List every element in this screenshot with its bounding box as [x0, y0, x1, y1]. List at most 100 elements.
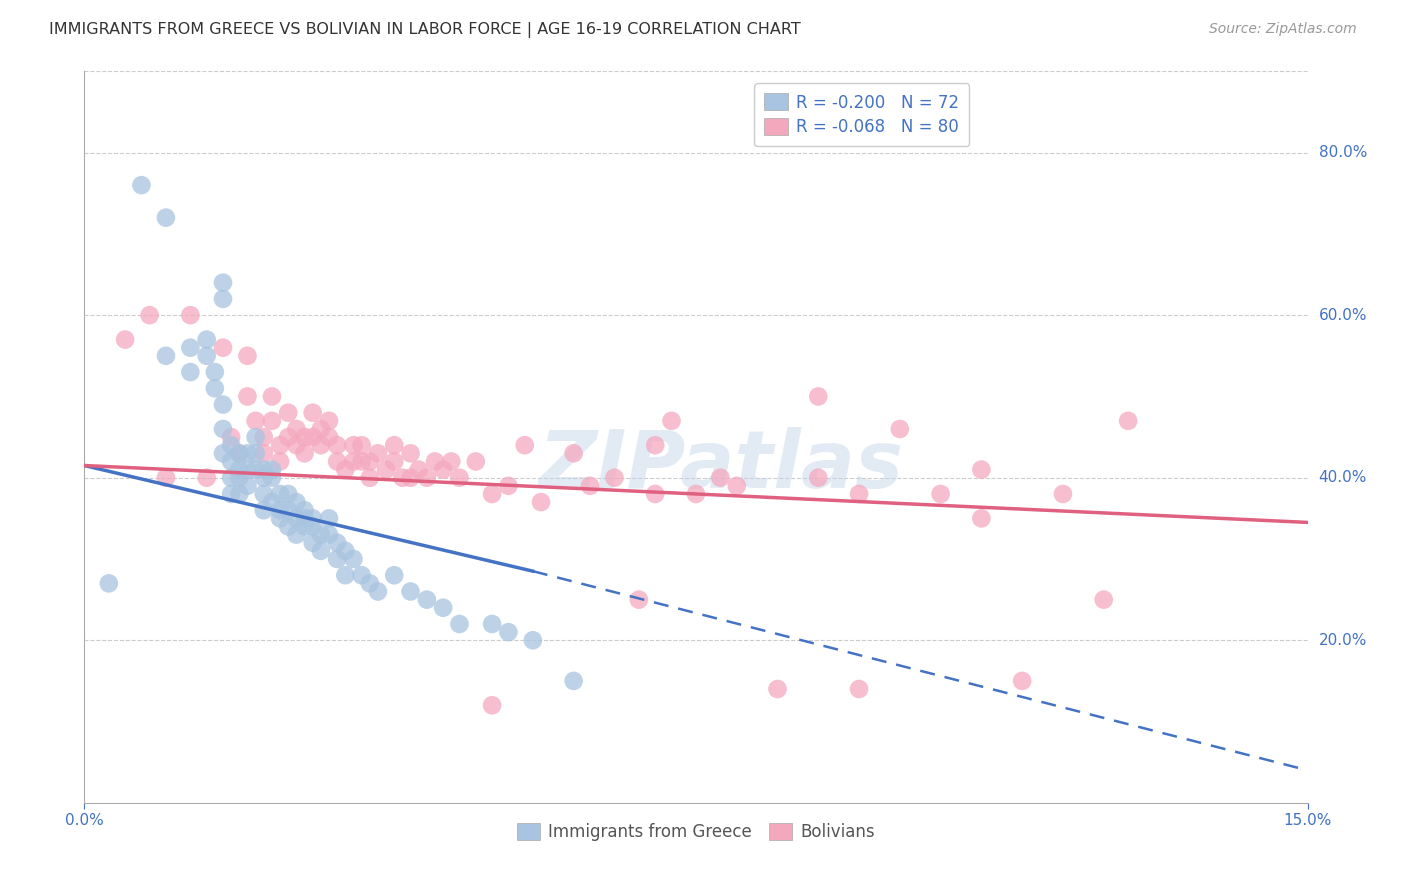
Point [579, 479, 602, 493]
Point [260, 414, 283, 428]
Point [335, 568, 357, 582]
Point [228, 487, 250, 501]
Legend: Immigrants from Greece, Bolivians: Immigrants from Greece, Bolivians [509, 814, 883, 849]
Text: IMMIGRANTS FROM GREECE VS BOLIVIAN IN LABOR FORCE | AGE 16-19 CORRELATION CHART: IMMIGRANTS FROM GREECE VS BOLIVIAN IN LA… [49, 22, 801, 38]
Point [408, 462, 430, 476]
Point [342, 438, 364, 452]
Point [179, 308, 201, 322]
Point [1116, 414, 1139, 428]
Point [309, 422, 332, 436]
Point [228, 446, 250, 460]
Point [236, 479, 259, 493]
Point [179, 365, 201, 379]
Point [342, 552, 364, 566]
Point [350, 438, 373, 452]
Point [155, 349, 177, 363]
Point [260, 471, 283, 485]
Point [294, 511, 316, 525]
Point [432, 600, 454, 615]
Point [399, 584, 422, 599]
Point [269, 511, 291, 525]
Point [970, 462, 993, 476]
Point [416, 592, 439, 607]
Point [318, 511, 340, 525]
Point [285, 527, 308, 541]
Point [326, 552, 349, 566]
Point [481, 487, 503, 501]
Text: 20.0%: 20.0% [1319, 632, 1367, 648]
Point [219, 430, 242, 444]
Point [399, 471, 422, 485]
Point [530, 495, 553, 509]
Point [294, 503, 316, 517]
Point [513, 438, 536, 452]
Point [661, 414, 683, 428]
Text: 40.0%: 40.0% [1319, 470, 1367, 485]
Point [562, 673, 585, 688]
Point [97, 576, 120, 591]
Point [498, 479, 520, 493]
Point [603, 471, 626, 485]
Point [382, 568, 405, 582]
Point [326, 438, 349, 452]
Point [440, 454, 463, 468]
Point [212, 292, 235, 306]
Point [219, 454, 242, 468]
Point [766, 681, 789, 696]
Point [260, 495, 283, 509]
Point [382, 438, 405, 452]
Point [285, 511, 308, 525]
Point [807, 389, 830, 403]
Point [464, 454, 486, 468]
Point [253, 446, 276, 460]
Point [522, 633, 544, 648]
Point [277, 406, 299, 420]
Point [685, 487, 707, 501]
Point [335, 544, 357, 558]
Point [219, 487, 242, 501]
Point [709, 471, 731, 485]
Point [138, 308, 160, 322]
Point [335, 462, 357, 476]
Point [277, 430, 299, 444]
Point [245, 430, 267, 444]
Point [391, 471, 413, 485]
Point [228, 471, 250, 485]
Point [350, 568, 373, 582]
Point [318, 414, 340, 428]
Point [155, 471, 177, 485]
Point [301, 535, 323, 549]
Point [359, 471, 381, 485]
Point [212, 276, 235, 290]
Point [253, 487, 276, 501]
Point [114, 333, 136, 347]
Point [1092, 592, 1115, 607]
Point [195, 471, 218, 485]
Point [236, 462, 259, 476]
Point [245, 446, 267, 460]
Point [359, 576, 381, 591]
Point [432, 462, 454, 476]
Point [350, 454, 373, 468]
Point [277, 503, 299, 517]
Point [807, 471, 830, 485]
Point [423, 454, 446, 468]
Text: Source: ZipAtlas.com: Source: ZipAtlas.com [1209, 22, 1357, 37]
Point [219, 471, 242, 485]
Point [498, 625, 520, 640]
Point [627, 592, 650, 607]
Point [342, 454, 364, 468]
Point [309, 438, 332, 452]
Point [236, 349, 259, 363]
Point [644, 487, 666, 501]
Point [253, 462, 276, 476]
Point [277, 519, 299, 533]
Point [318, 527, 340, 541]
Point [309, 544, 332, 558]
Point [301, 406, 323, 420]
Point [301, 519, 323, 533]
Point [416, 471, 439, 485]
Point [253, 471, 276, 485]
Point [219, 438, 242, 452]
Point [326, 535, 349, 549]
